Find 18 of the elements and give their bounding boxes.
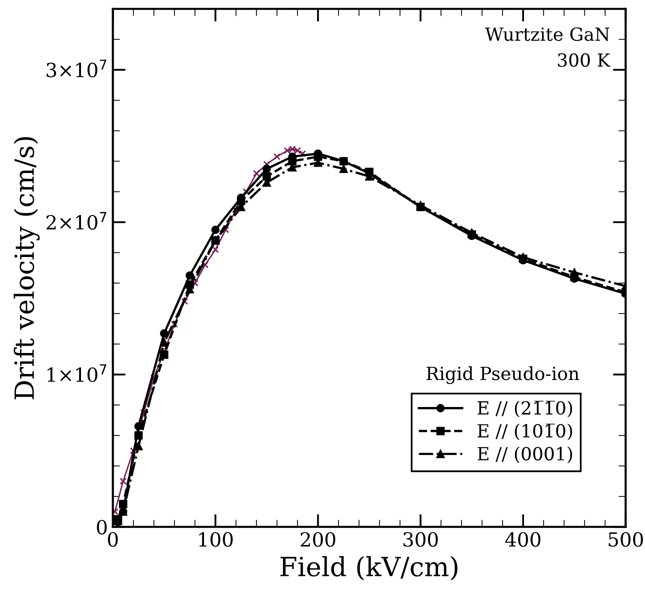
x-tick-label: 400 bbox=[505, 532, 540, 547]
annotation: Wurtzite GaN bbox=[485, 27, 610, 41]
legend-label: E // (101̅0) bbox=[478, 424, 572, 440]
x-tick-label: 100 bbox=[199, 532, 233, 547]
y-axis-title: Drift velocity (cm/s) bbox=[14, 137, 40, 400]
y-tick-label: 0 bbox=[96, 520, 107, 535]
y-tick-label: 3×10$^{7}$ bbox=[46, 60, 106, 78]
annotation: Rigid Pseudo-ion bbox=[426, 366, 580, 384]
y-tick-label: 2×10$^{7}$ bbox=[46, 212, 106, 230]
x-tick-label: 300 bbox=[403, 532, 438, 547]
x-axis-title: Field (kV/cm) bbox=[280, 556, 458, 580]
annotation: 300 K bbox=[558, 53, 611, 67]
legend-label: E // (0001) bbox=[478, 446, 572, 464]
y-tick-label: 1×10$^{7}$ bbox=[48, 364, 106, 382]
x-tick-label: 0 bbox=[108, 532, 118, 547]
x-tick-label: 500 bbox=[608, 532, 643, 547]
x-tick-label: 200 bbox=[300, 532, 336, 547]
legend-label: E // (21̅1̅0) bbox=[478, 400, 572, 418]
